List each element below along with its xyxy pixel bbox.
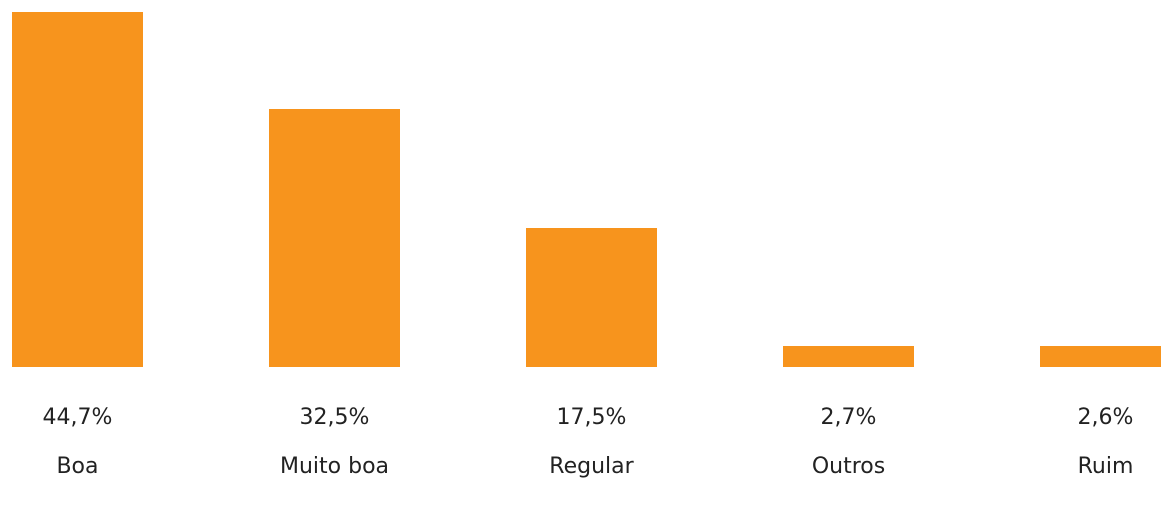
value-label: 2,7% — [820, 405, 877, 430]
category-label: Regular — [549, 454, 634, 479]
category-label: Muito boa — [279, 454, 390, 479]
value-label: 44,7% — [42, 405, 113, 430]
category-label: Boa — [56, 454, 99, 479]
category-label: Ruim — [1077, 454, 1134, 479]
value-label: 2,6% — [1077, 405, 1134, 430]
bar — [12, 12, 143, 367]
value-label: 17,5% — [556, 405, 627, 430]
bar — [269, 108, 400, 367]
bar — [783, 345, 914, 367]
category-label: Outros — [811, 454, 886, 479]
value-label: 32,5% — [299, 405, 370, 430]
bar — [526, 228, 657, 367]
bar — [1040, 346, 1161, 367]
